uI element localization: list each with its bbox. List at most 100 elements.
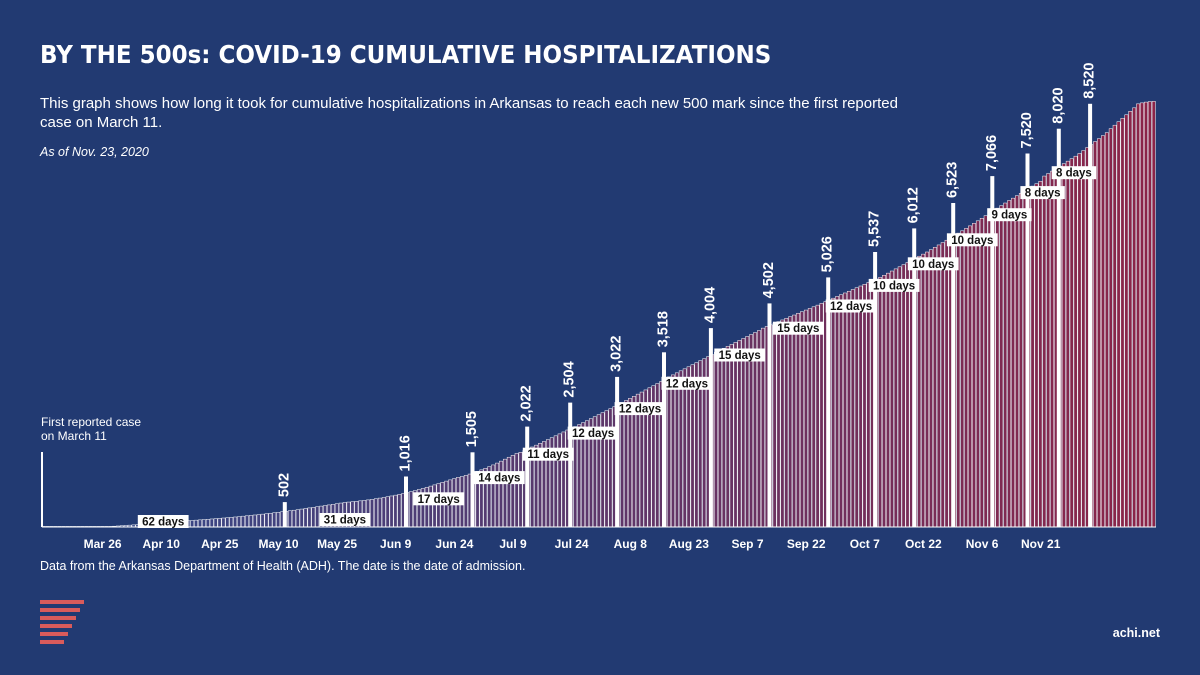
chart-title: BY THE 500s: COVID-19 CUMULATIVE HOSPITA… [40,40,772,69]
daily-bar [858,285,863,528]
daily-bar [374,498,378,528]
daily-bar [1081,150,1086,528]
x-tick-label: Jul 9 [499,537,527,551]
daily-bar [1030,185,1035,528]
daily-bar [237,516,242,528]
daily-bar [725,346,730,528]
daily-bar [608,408,613,528]
milestone-value-label: 4,502 [761,262,777,298]
x-tick-label: Apr 25 [201,537,239,551]
daily-bar [256,514,261,528]
daily-bar [944,239,949,528]
daily-bar [397,494,402,528]
daily-bar [229,517,234,528]
daily-bar [737,340,742,528]
daily-bar [932,247,937,528]
x-tick-label: Sep 22 [787,537,826,551]
x-tick-label: Nov 6 [966,537,999,551]
daily-bar [1101,135,1105,528]
daily-bar [940,242,945,528]
daily-bar [999,205,1004,528]
milestone-value-label: 3,022 [609,336,625,372]
daily-bar [972,223,976,528]
daily-bar [854,287,859,528]
interval-label: 10 days [873,280,915,292]
daily-bar [956,232,961,528]
daily-bar [772,322,777,528]
interval-label-box [714,348,766,362]
daily-bar [678,370,683,528]
milestone-bar [912,228,917,527]
daily-bar [377,497,382,528]
daily-bar [1093,141,1098,528]
daily-bar [850,289,855,528]
x-tick-label: Oct 7 [850,537,880,551]
daily-bar [905,262,910,528]
milestone-bar [826,277,831,527]
daily-bar [1140,102,1144,528]
daily-bar [975,220,980,528]
milestone-value-label: 7,066 [984,135,1000,171]
interval-label: 14 days [478,473,520,485]
daily-bar [839,294,843,528]
daily-bar [983,215,988,528]
daily-bar [784,318,789,528]
daily-bar [241,515,245,528]
daily-bar [1065,160,1070,528]
interval-label: 8 days [1056,168,1092,180]
achi-logo-icon [40,600,84,644]
daily-bar [518,452,523,528]
daily-bar [264,513,269,528]
daily-bar [499,460,503,528]
daily-bar [573,426,578,528]
daily-bar [819,303,824,528]
daily-bar [225,517,230,528]
daily-bar [502,458,507,528]
daily-bar [674,372,679,528]
daily-bar [299,508,304,528]
milestone-bar [282,502,287,527]
interval-label-box [868,278,920,292]
daily-bar [788,316,793,528]
interval-label: 15 days [777,323,819,335]
daily-bar [370,499,374,528]
x-tick-label: Apr 10 [143,537,181,551]
daily-bar [245,515,249,528]
credit-link[interactable]: achi.net [1112,626,1160,640]
daily-bar [686,366,691,528]
daily-bar [202,519,206,528]
milestone-bar [951,203,956,527]
interval-label-box [522,447,574,461]
milestone-value-label: 8,520 [1082,63,1098,99]
daily-bar [291,509,296,528]
daily-bar [409,491,413,528]
daily-bar [749,334,754,528]
interval-label: 10 days [912,259,954,271]
daily-bar [682,368,687,528]
daily-bar [463,475,468,528]
milestone-value-label: 3,518 [656,311,672,347]
milestone-bar [662,352,666,527]
daily-bar [428,485,433,528]
daily-bar [1151,101,1156,528]
daily-bar [307,507,312,528]
daily-bar [925,251,929,528]
milestone-value-label: 1,016 [398,435,414,471]
daily-bar [886,272,890,528]
daily-bar [620,402,625,528]
x-tick-label: Nov 21 [1021,537,1061,551]
daily-bar [1120,117,1125,528]
milestone-bar [873,252,878,527]
daily-bar [1132,107,1137,528]
daily-bar [217,518,222,528]
daily-bar [1136,103,1141,528]
milestone-value-label: 5,026 [820,236,836,272]
daily-bar [780,319,785,528]
daily-bar [843,292,847,528]
interval-label: 62 days [142,517,184,529]
daily-bar [803,309,808,528]
daily-bar [811,306,816,528]
interval-label-box [473,471,525,485]
interval-label-box [946,233,998,247]
interval-label: 12 days [666,378,708,390]
